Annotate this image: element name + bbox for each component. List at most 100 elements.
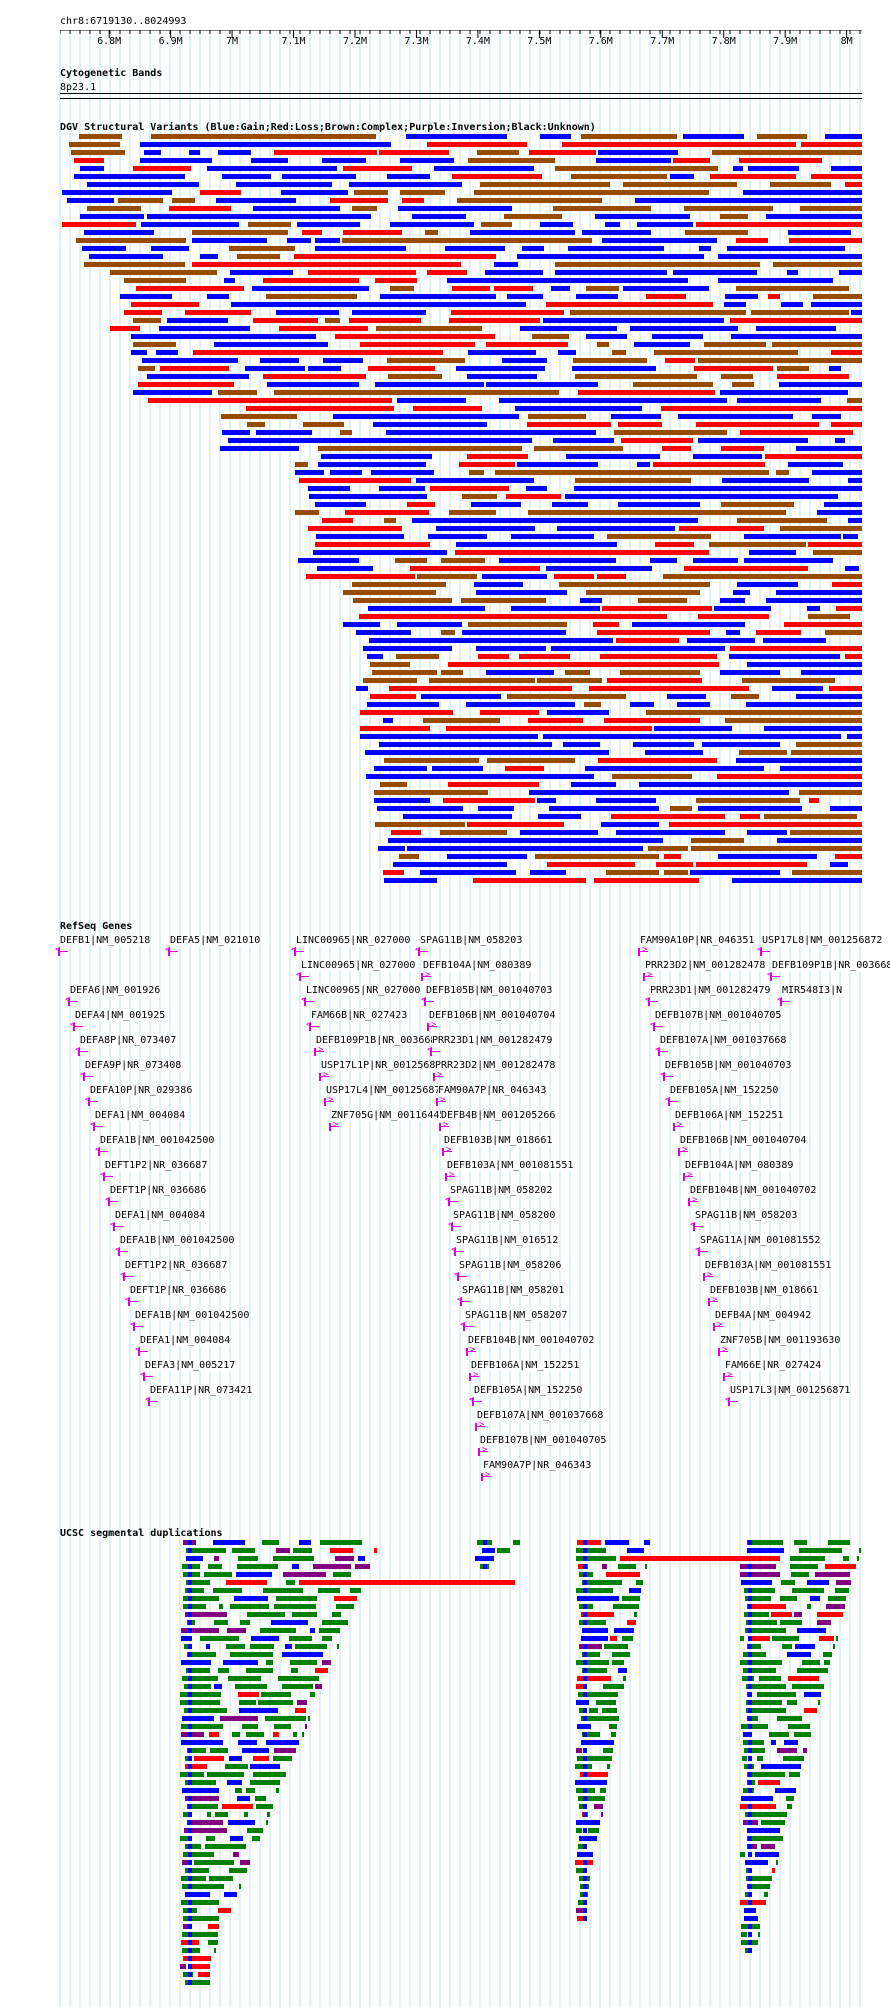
gene-label[interactable]: DEFT1P|NR_036686 xyxy=(130,1285,227,1296)
gene-label[interactable]: DEFB109P1B|NR_003668 xyxy=(316,1035,437,1046)
segdup-bar[interactable] xyxy=(583,1708,587,1713)
segdup-bar[interactable] xyxy=(266,1820,268,1825)
sv-bar[interactable] xyxy=(308,486,350,491)
segdup-bar[interactable] xyxy=(188,1748,192,1753)
sv-bar[interactable] xyxy=(547,862,635,867)
sv-bar[interactable] xyxy=(386,430,596,435)
sv-bar[interactable] xyxy=(74,158,104,163)
sv-bar[interactable] xyxy=(148,398,392,403)
segdup-bar[interactable] xyxy=(746,1684,786,1689)
segdup-bar[interactable] xyxy=(483,1540,487,1545)
segdup-bar[interactable] xyxy=(748,1708,752,1713)
sv-bar[interactable] xyxy=(228,438,532,443)
segdup-bar[interactable] xyxy=(748,1740,752,1745)
sv-bar[interactable] xyxy=(407,846,643,851)
sv-bar[interactable] xyxy=(811,174,862,179)
sv-bar[interactable] xyxy=(375,278,417,283)
gene-model-reverse[interactable]: < xyxy=(296,970,309,981)
sv-bar[interactable] xyxy=(478,806,514,811)
sv-bar[interactable] xyxy=(266,294,357,299)
segdup-bar[interactable] xyxy=(748,1812,752,1817)
sv-bar[interactable] xyxy=(309,494,427,499)
segdup-bar[interactable] xyxy=(263,1588,303,1593)
sv-bar[interactable] xyxy=(584,702,601,707)
segdup-bar[interactable] xyxy=(188,1660,192,1665)
sv-bar[interactable] xyxy=(730,646,862,651)
segdup-bar[interactable] xyxy=(748,1628,752,1633)
segdup-bar[interactable] xyxy=(583,1564,587,1569)
segdup-bar[interactable] xyxy=(183,1852,214,1857)
segdup-bar[interactable] xyxy=(583,1628,587,1633)
segdup-bar[interactable] xyxy=(583,1884,587,1889)
segdup-bar[interactable] xyxy=(180,1964,186,1969)
sv-bar[interactable] xyxy=(831,422,862,427)
segdup-bar[interactable] xyxy=(744,1612,769,1617)
gene-label[interactable]: DEFB107A|NM_001037668 xyxy=(477,1410,604,1421)
sv-bar[interactable] xyxy=(574,486,862,491)
sv-bar[interactable] xyxy=(698,358,862,363)
segdup-bar[interactable] xyxy=(825,1564,856,1569)
sv-bar[interactable] xyxy=(352,206,377,211)
sv-bar[interactable] xyxy=(529,790,789,795)
segdup-bar[interactable] xyxy=(184,1708,227,1713)
gene-label[interactable]: LINC00965|NR_027000 xyxy=(296,935,411,946)
segdup-bar[interactable] xyxy=(787,1804,792,1809)
segdup-bar[interactable] xyxy=(240,1860,251,1865)
sv-bar[interactable] xyxy=(378,846,405,851)
segdup-bar[interactable] xyxy=(807,1580,829,1585)
sv-bar[interactable] xyxy=(845,654,862,659)
segdup-bar[interactable] xyxy=(213,1588,242,1593)
sv-bar[interactable] xyxy=(87,206,141,211)
sv-bar[interactable] xyxy=(470,230,575,235)
sv-bar[interactable] xyxy=(480,710,539,715)
sv-bar[interactable] xyxy=(733,166,743,171)
sv-bar[interactable] xyxy=(639,782,862,787)
segdup-bar[interactable] xyxy=(180,1836,190,1841)
segdup-bar[interactable] xyxy=(497,1548,510,1553)
sv-bar[interactable] xyxy=(598,150,678,155)
sv-bar[interactable] xyxy=(476,646,546,651)
segdup-bar[interactable] xyxy=(748,1692,752,1697)
segdup-bar[interactable] xyxy=(583,1780,587,1785)
segdup-bar[interactable] xyxy=(748,1788,752,1793)
gene-label[interactable]: DEFA1B|NM_001042500 xyxy=(100,1135,215,1146)
sv-bar[interactable] xyxy=(698,438,808,443)
sv-bar[interactable] xyxy=(282,174,356,179)
sv-bar[interactable] xyxy=(777,374,849,379)
segdup-bar[interactable] xyxy=(748,1716,752,1721)
sv-bar[interactable] xyxy=(800,206,862,211)
sv-bar[interactable] xyxy=(696,862,807,867)
segdup-bar[interactable] xyxy=(181,1732,204,1737)
sv-bar[interactable] xyxy=(736,286,849,291)
segdup-bar[interactable] xyxy=(305,1724,307,1729)
gene-model-forward[interactable]: > xyxy=(713,1320,723,1331)
segdup-bar[interactable] xyxy=(583,1612,587,1617)
gene-label[interactable]: FAM90A7P|NR_046343 xyxy=(438,1085,547,1096)
sv-bar[interactable] xyxy=(151,134,376,139)
segdup-bar[interactable] xyxy=(634,1612,638,1617)
gene-model-forward[interactable]: > xyxy=(683,1170,693,1181)
sv-bar[interactable] xyxy=(318,446,522,451)
segdup-bar[interactable] xyxy=(181,1740,223,1745)
sv-bar[interactable] xyxy=(322,518,353,523)
segdup-bar[interactable] xyxy=(188,1780,192,1785)
segdup-bar[interactable] xyxy=(744,1588,775,1593)
sv-bar[interactable] xyxy=(830,806,862,811)
segdup-bar[interactable] xyxy=(583,1892,587,1897)
segdup-bar[interactable] xyxy=(181,1876,206,1881)
sv-bar[interactable] xyxy=(429,678,535,683)
segdup-bar[interactable] xyxy=(601,1812,603,1817)
sv-bar[interactable] xyxy=(343,166,412,171)
segdup-bar[interactable] xyxy=(188,1900,192,1905)
gene-label[interactable]: DEFA6|NM_001926 xyxy=(70,985,161,996)
segdup-bar[interactable] xyxy=(188,1684,192,1689)
sv-bar[interactable] xyxy=(141,222,239,227)
sv-bar[interactable] xyxy=(160,366,229,371)
sv-bar[interactable] xyxy=(297,222,360,227)
segdup-bar[interactable] xyxy=(188,1932,192,1937)
gene-label[interactable]: DEFB104B|NM_001040702 xyxy=(690,1185,817,1196)
segdup-bar[interactable] xyxy=(577,1596,619,1601)
sv-bar[interactable] xyxy=(420,870,516,875)
sv-bar[interactable] xyxy=(586,334,627,339)
sv-bar[interactable] xyxy=(824,502,862,507)
